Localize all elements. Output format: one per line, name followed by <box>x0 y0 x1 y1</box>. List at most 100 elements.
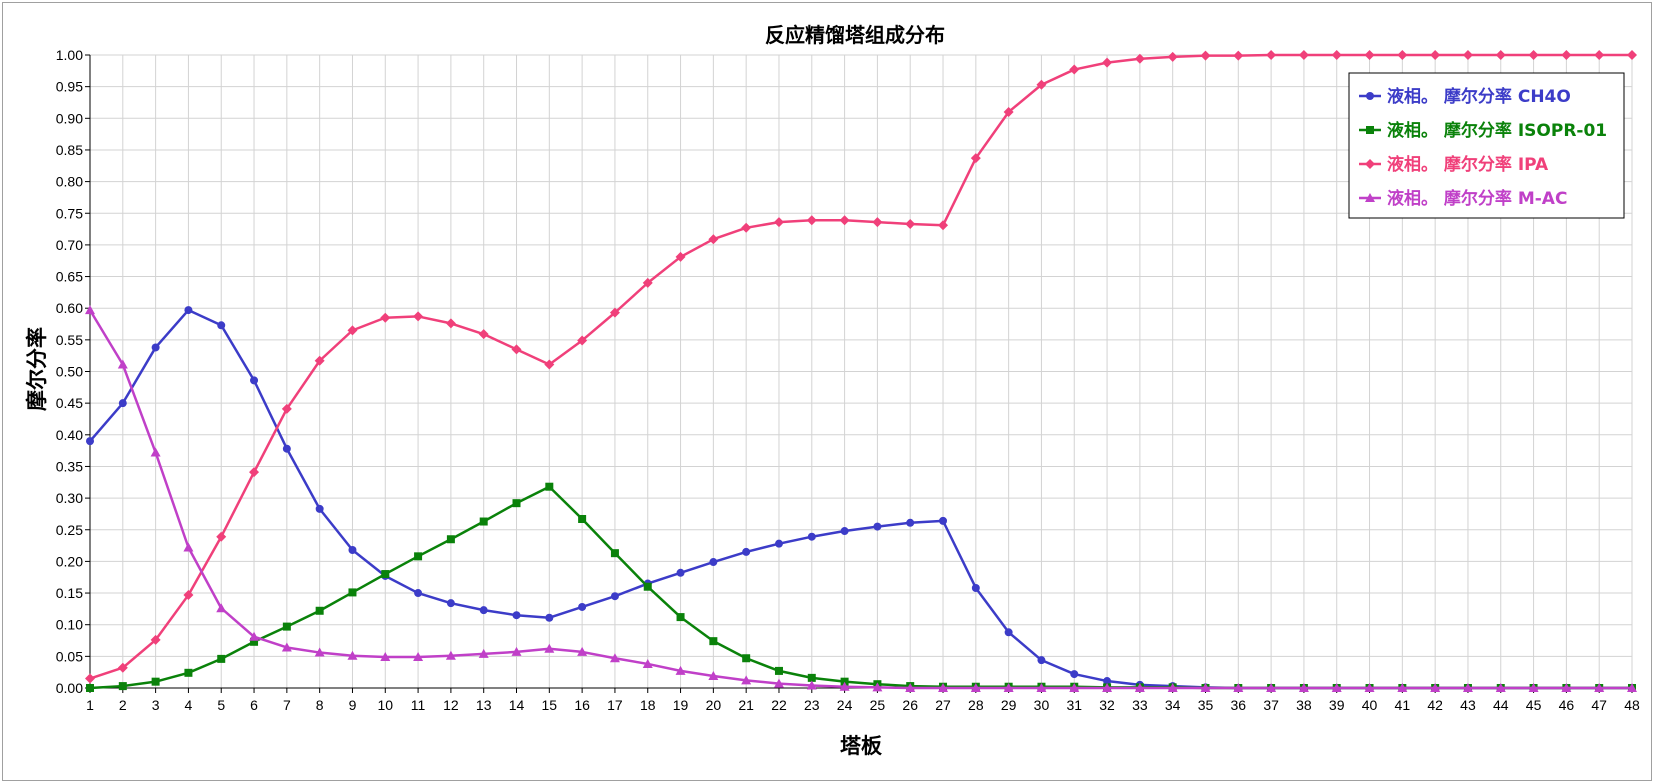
x-tick-label: 27 <box>935 697 951 713</box>
data-point <box>1594 683 1605 692</box>
data-point <box>1069 683 1080 692</box>
data-point <box>578 602 587 611</box>
data-point <box>282 444 291 453</box>
data-point <box>577 335 588 346</box>
data-point <box>1233 683 1244 692</box>
data-point <box>1462 683 1473 692</box>
data-point <box>905 219 916 230</box>
data-point <box>1134 683 1145 692</box>
x-axis-title: 塔板 <box>840 734 883 758</box>
x-tick-label: 30 <box>1034 697 1050 713</box>
data-point <box>184 668 193 677</box>
series-line <box>89 485 1632 690</box>
data-point <box>1233 50 1244 61</box>
data-point <box>413 651 424 661</box>
data-point <box>675 251 686 262</box>
data-point <box>217 654 226 663</box>
x-tick-label: 42 <box>1427 697 1443 713</box>
data-point <box>1266 683 1277 692</box>
data-point <box>479 517 488 526</box>
data-point <box>1561 683 1572 692</box>
data-point <box>1266 50 1277 60</box>
y-tick-label: 0.30 <box>56 490 83 506</box>
legend-swatch-marker <box>1365 193 1375 202</box>
x-tick-label: 36 <box>1231 697 1247 713</box>
data-point <box>544 359 555 370</box>
data-point <box>380 651 391 661</box>
x-tick-label: 34 <box>1165 697 1181 713</box>
data-point <box>577 646 588 656</box>
data-point <box>676 613 685 622</box>
x-tick-label: 22 <box>771 697 787 713</box>
data-point <box>742 547 751 556</box>
data-point <box>478 648 489 658</box>
data-point <box>610 549 619 558</box>
data-point <box>1397 683 1408 692</box>
x-tick-label: 43 <box>1460 697 1476 713</box>
data-point <box>314 355 325 366</box>
data-point <box>445 318 456 329</box>
y-tick-label: 0.50 <box>56 364 83 380</box>
data-point <box>413 311 424 322</box>
data-point <box>85 673 95 684</box>
data-point <box>445 650 456 660</box>
series-m-ac <box>85 305 1637 692</box>
x-tick-label: 23 <box>804 697 820 713</box>
data-point <box>840 677 849 686</box>
data-point <box>414 589 423 598</box>
x-tick-label: 12 <box>443 697 459 713</box>
x-tick-label: 14 <box>509 697 525 713</box>
data-point <box>85 305 95 315</box>
y-tick-label: 0.40 <box>56 427 83 443</box>
data-point <box>1200 50 1211 61</box>
data-point <box>773 217 784 228</box>
data-point <box>1036 79 1047 90</box>
data-point <box>380 312 391 323</box>
data-point <box>1331 683 1342 692</box>
x-tick-label: 18 <box>640 697 656 713</box>
data-point <box>642 277 653 288</box>
data-point <box>741 675 752 685</box>
data-point <box>1594 50 1605 60</box>
x-tick-label: 11 <box>411 697 426 713</box>
series-layer <box>85 50 1637 692</box>
series-line <box>89 308 1632 690</box>
data-point <box>381 570 390 579</box>
data-point <box>281 403 292 414</box>
data-point <box>1036 683 1047 692</box>
x-tick-label: 15 <box>542 697 558 713</box>
data-point <box>578 514 587 523</box>
data-point <box>872 682 883 692</box>
x-tick-label: 8 <box>316 697 324 713</box>
data-point <box>118 682 127 691</box>
data-point <box>150 634 161 645</box>
x-tick-label: 46 <box>1559 697 1575 713</box>
data-point <box>709 558 718 567</box>
data-point <box>1528 50 1539 60</box>
x-tick-label: 47 <box>1591 697 1607 713</box>
series-ipa <box>85 50 1637 684</box>
data-point <box>1167 683 1178 692</box>
legend-swatch-marker <box>1366 126 1374 134</box>
x-tick-label: 21 <box>738 697 754 713</box>
x-tick-label: 28 <box>968 697 984 713</box>
data-point <box>1364 683 1375 692</box>
data-point <box>1331 50 1342 60</box>
data-point <box>1069 64 1080 75</box>
legend-label: 液相。 摩尔分率 M-AC <box>1387 188 1567 209</box>
data-point <box>217 321 226 330</box>
data-point <box>773 678 784 688</box>
data-point <box>741 222 752 233</box>
data-point <box>1561 50 1572 60</box>
data-point <box>742 654 751 663</box>
data-point <box>348 546 357 555</box>
data-point <box>446 599 455 608</box>
series-line <box>89 53 1632 680</box>
data-point <box>1004 628 1013 637</box>
data-point <box>774 539 783 548</box>
data-point <box>609 307 620 318</box>
data-point <box>709 637 718 646</box>
data-point <box>1298 50 1309 60</box>
y-tick-labels: 0.00 0.05 0.10 0.15 0.20 0.25 0.30 0.35 0.40 0.45… <box>56 47 83 696</box>
data-point <box>1627 683 1637 692</box>
